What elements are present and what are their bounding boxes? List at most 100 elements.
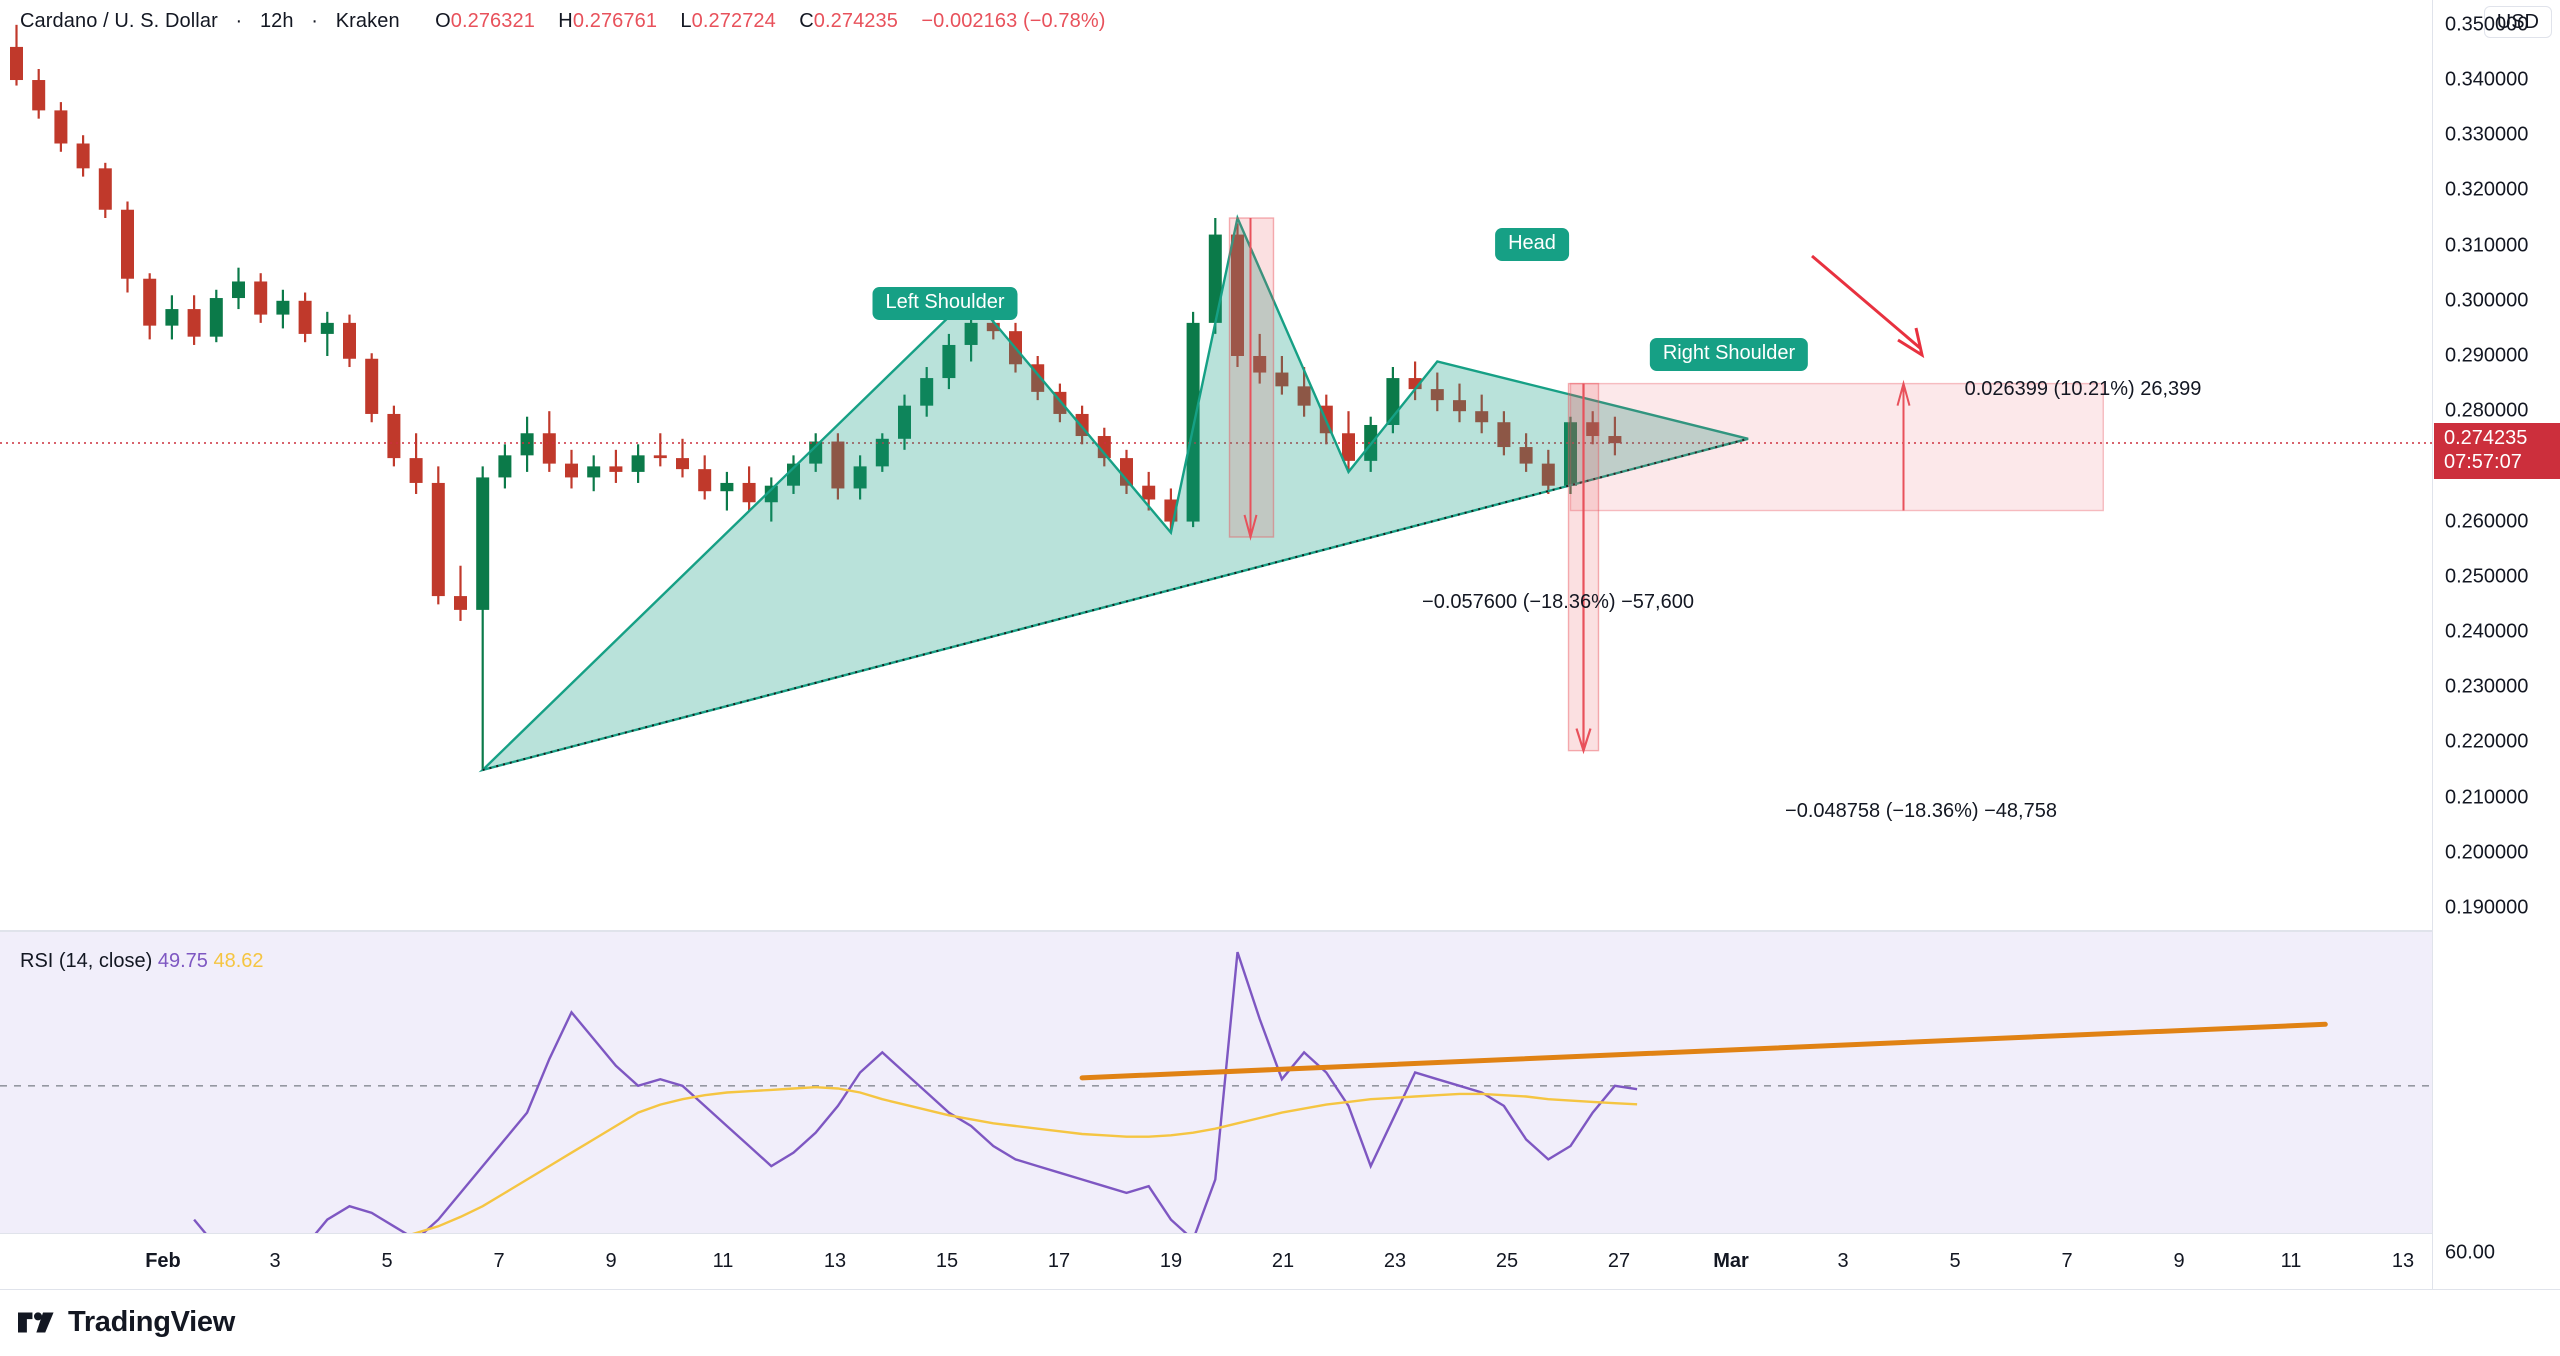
candle-body bbox=[1364, 424, 1378, 461]
candle-body bbox=[964, 322, 978, 345]
pattern-label-right-shoulder[interactable]: Right Shoulder bbox=[1649, 338, 1809, 371]
candle-body bbox=[676, 458, 689, 470]
pattern-label-left-shoulder[interactable]: Left Shoulder bbox=[872, 287, 1018, 320]
measure-head-drop-box[interactable] bbox=[1228, 217, 1275, 538]
time-scale[interactable]: Feb 3 5 7 9 11 13 15 17 19 21 23 25 27 Mar 3 5 7 9 11 13 bbox=[0, 1233, 2432, 1289]
candle-body bbox=[1009, 331, 1022, 365]
price-axis-tick: 0.230000 bbox=[2445, 675, 2529, 698]
candle-body bbox=[431, 482, 445, 597]
target-down-box[interactable] bbox=[1567, 382, 1600, 752]
candle-body bbox=[698, 469, 712, 492]
measure-target-up-label[interactable]: 0.026399 (10.21%) 26,399 bbox=[1964, 378, 2202, 400]
price-axis-tick: 0.190000 bbox=[2445, 896, 2529, 919]
legend-interval[interactable]: 12h bbox=[259, 10, 294, 32]
candle-body bbox=[1319, 405, 1333, 434]
candle-body bbox=[520, 433, 534, 456]
time-axis-tick: 25 bbox=[1495, 1250, 1519, 1272]
legend-low-value: 0.272724 bbox=[691, 10, 776, 32]
tradingview-mark-icon bbox=[18, 1312, 54, 1333]
currency-button[interactable]: USD bbox=[2483, 6, 2552, 38]
legend-exchange[interactable]: Kraken bbox=[335, 10, 400, 32]
candle-body bbox=[1231, 234, 1244, 356]
current-price-value: 0.274235 bbox=[2444, 427, 2528, 449]
price-axis-tick: 0.340000 bbox=[2445, 68, 2529, 91]
candle-body bbox=[454, 596, 467, 610]
legend-open-value: 0.276321 bbox=[450, 10, 535, 32]
time-axis-tick: 13 bbox=[823, 1250, 847, 1272]
measure-target-down-label[interactable]: −0.048758 (−18.36%) −48,758 bbox=[1785, 800, 2057, 822]
candle-body bbox=[853, 466, 867, 489]
candle-body bbox=[76, 143, 90, 169]
candle-body bbox=[875, 438, 889, 467]
time-axis-tick: 19 bbox=[1159, 1250, 1183, 1272]
candle-body bbox=[1608, 436, 1622, 444]
legend-high-value: 0.276761 bbox=[572, 10, 658, 32]
candle-body bbox=[343, 322, 356, 359]
rsi-trendline[interactable] bbox=[1079, 1021, 2328, 1081]
legend-sep-1: · bbox=[235, 10, 243, 32]
candle-body bbox=[1342, 433, 1355, 461]
rsi-chart-canvas bbox=[0, 951, 2432, 1233]
candle-body bbox=[1430, 389, 1444, 401]
rsi-pane[interactable] bbox=[0, 932, 2432, 1233]
rsi-ma-legend-value: 48.62 bbox=[213, 950, 264, 972]
candle-body bbox=[409, 458, 423, 483]
candle-body bbox=[54, 110, 68, 144]
candle-body bbox=[831, 441, 845, 489]
candle-body bbox=[365, 358, 379, 414]
time-axis-tick: 21 bbox=[1271, 1250, 1295, 1272]
candle-body bbox=[587, 466, 601, 478]
candle-body bbox=[986, 322, 1000, 332]
legend-symbol[interactable]: Cardano / U. S. Dollar bbox=[20, 10, 218, 32]
time-axis-tick: 7 bbox=[493, 1250, 505, 1272]
rsi-legend[interactable]: RSI (14, close) 49.75 48.62 bbox=[20, 950, 264, 973]
candle-body bbox=[387, 413, 401, 459]
price-chart-canvas bbox=[0, 24, 2432, 773]
tradingview-wordmark: TradingView bbox=[68, 1306, 235, 1338]
candle-body bbox=[942, 344, 956, 379]
candle-body bbox=[1275, 372, 1289, 387]
candle-body bbox=[742, 482, 756, 503]
price-axis-tick: 0.200000 bbox=[2445, 841, 2529, 864]
candle-body bbox=[32, 80, 46, 111]
rsi-line bbox=[193, 951, 1638, 1233]
head-and-shoulders-pattern[interactable] bbox=[478, 214, 1749, 773]
pane-divider[interactable] bbox=[0, 930, 2432, 932]
current-price-tag[interactable]: 0.274235 07:57:07 bbox=[2434, 423, 2560, 479]
pattern-label-head[interactable]: Head bbox=[1495, 228, 1569, 261]
candle-body bbox=[1386, 378, 1400, 425]
price-axis-tick: 0.260000 bbox=[2445, 510, 2529, 533]
price-axis-tick: 0.220000 bbox=[2445, 730, 2529, 753]
candle-body bbox=[720, 482, 734, 492]
price-axis-tick: 0.240000 bbox=[2445, 620, 2529, 643]
chart-legend[interactable]: Cardano / U. S. Dollar · 12h · Kraken O0… bbox=[20, 10, 1105, 33]
time-axis-tick: 9 bbox=[605, 1250, 617, 1272]
candle-body bbox=[787, 463, 800, 486]
legend-change: −0.002163 (−0.78%) bbox=[921, 10, 1106, 32]
measure-head-drop-arrowhead bbox=[1243, 514, 1258, 541]
time-axis-tick: 7 bbox=[2061, 1250, 2073, 1272]
rsi-legend-name[interactable]: RSI (14, close) bbox=[20, 950, 153, 972]
target-up-box[interactable] bbox=[1569, 382, 2104, 512]
price-scale[interactable]: USD 0.350000 0.340000 0.330000 0.320000 0.31… bbox=[2432, 0, 2560, 1233]
price-pane[interactable] bbox=[0, 0, 2432, 930]
candle-body bbox=[1453, 400, 1466, 412]
candle-body bbox=[276, 300, 290, 315]
time-axis-tick: 17 bbox=[1047, 1250, 1071, 1272]
candle-body bbox=[1208, 234, 1222, 323]
price-axis-tick: 0.210000 bbox=[2445, 786, 2529, 809]
time-axis-tick: 5 bbox=[1949, 1250, 1961, 1272]
legend-close-label: C bbox=[799, 10, 814, 32]
breakdown-arrow-shaft[interactable] bbox=[1811, 254, 1921, 350]
tradingview-logo[interactable]: TradingView bbox=[18, 1306, 235, 1339]
time-axis-tick: 11 bbox=[2280, 1250, 2302, 1272]
candle-body bbox=[10, 46, 23, 81]
target-down-arrowhead bbox=[1575, 728, 1592, 755]
measure-head-drop-label[interactable]: −0.057600 (−18.36%) −57,600 bbox=[1422, 591, 1694, 613]
rsi-legend-value: 49.75 bbox=[157, 950, 208, 972]
legend-close-value: 0.274235 bbox=[813, 10, 898, 32]
time-axis-tick: 23 bbox=[1383, 1250, 1407, 1272]
candle-body bbox=[1142, 485, 1156, 500]
time-axis-tick: Mar bbox=[1713, 1250, 1749, 1272]
